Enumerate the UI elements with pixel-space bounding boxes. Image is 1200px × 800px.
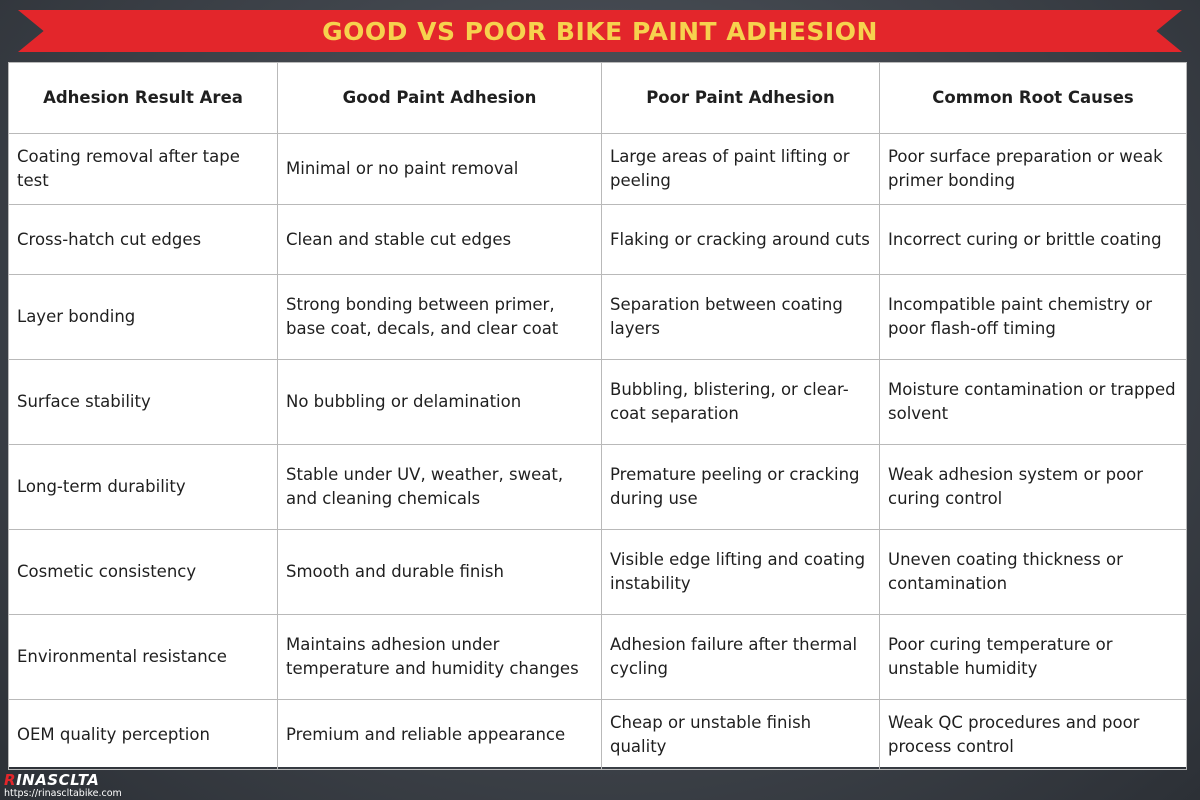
table-cell: Weak QC procedures and poor process cont… [879,699,1187,770]
table-cell: Uneven coating thickness or contaminatio… [879,529,1187,615]
brand-logo-initial: R [4,771,17,789]
column-header: Poor Paint Adhesion [601,62,880,134]
table-cell: Visible edge lifting and coating instabi… [601,529,880,615]
table-cell: Cheap or unstable finish quality [601,699,880,770]
page-title: GOOD VS POOR BIKE PAINT ADHESION [322,16,878,46]
table-cell: Cosmetic consistency [8,529,278,615]
table-cell: Layer bonding [8,274,278,360]
table-row: Coating removal after tape test Minimal … [8,133,1187,205]
table-cell: Premium and reliable appearance [277,699,602,770]
table-cell: Minimal or no paint removal [277,133,602,205]
table-row: Layer bonding Strong bonding between pri… [8,274,1187,360]
table-cell: Poor curing temperature or unstable humi… [879,614,1187,700]
table-cell: Clean and stable cut edges [277,204,602,275]
table-row: Cosmetic consistency Smooth and durable … [8,529,1187,615]
table-cell: Surface stability [8,359,278,445]
table-cell: Smooth and durable finish [277,529,602,615]
brand-logo: RINASCLTA [4,772,122,788]
table-row: Long-term durability Stable under UV, we… [8,444,1187,530]
table-row: OEM quality perception Premium and relia… [8,699,1187,770]
brand-logo-text: INASCLTA [16,771,100,789]
table-row: Surface stability No bubbling or delamin… [8,359,1187,445]
table-cell: Long-term durability [8,444,278,530]
column-header: Adhesion Result Area [8,62,278,134]
table-cell: Separation between coating layers [601,274,880,360]
table-row: Environmental resistance Maintains adhes… [8,614,1187,700]
title-banner: GOOD VS POOR BIKE PAINT ADHESION [18,10,1182,52]
table-header-row: Adhesion Result Area Good Paint Adhesion… [8,62,1187,134]
table-cell: OEM quality perception [8,699,278,770]
comparison-table-container: Adhesion Result Area Good Paint Adhesion… [8,62,1187,770]
table-cell: Flaking or cracking around cuts [601,204,880,275]
column-header: Good Paint Adhesion [277,62,602,134]
table-cell: Weak adhesion system or poor curing cont… [879,444,1187,530]
table-cell: Large areas of paint lifting or peeling [601,133,880,205]
table-cell: Moisture contamination or trapped solven… [879,359,1187,445]
table-cell: Premature peeling or cracking during use [601,444,880,530]
brand-url: https://rinascltabike.com [4,788,122,799]
table-cell: Bubbling, blistering, or clear-coat sepa… [601,359,880,445]
table-cell: No bubbling or delamination [277,359,602,445]
table-cell: Strong bonding between primer, base coat… [277,274,602,360]
table-cell: Environmental resistance [8,614,278,700]
table-cell: Maintains adhesion under temperature and… [277,614,602,700]
table-cell: Incorrect curing or brittle coating [879,204,1187,275]
table-cell: Incompatible paint chemistry or poor fla… [879,274,1187,360]
table-row: Cross-hatch cut edges Clean and stable c… [8,204,1187,275]
table-cell: Stable under UV, weather, sweat, and cle… [277,444,602,530]
table-cell: Coating removal after tape test [8,133,278,205]
table-cell: Cross-hatch cut edges [8,204,278,275]
column-header: Common Root Causes [879,62,1187,134]
comparison-table: Adhesion Result Area Good Paint Adhesion… [8,62,1187,770]
table-cell: Poor surface preparation or weak primer … [879,133,1187,205]
brand-watermark: RINASCLTA https://rinascltabike.com [4,772,122,800]
table-cell: Adhesion failure after thermal cycling [601,614,880,700]
